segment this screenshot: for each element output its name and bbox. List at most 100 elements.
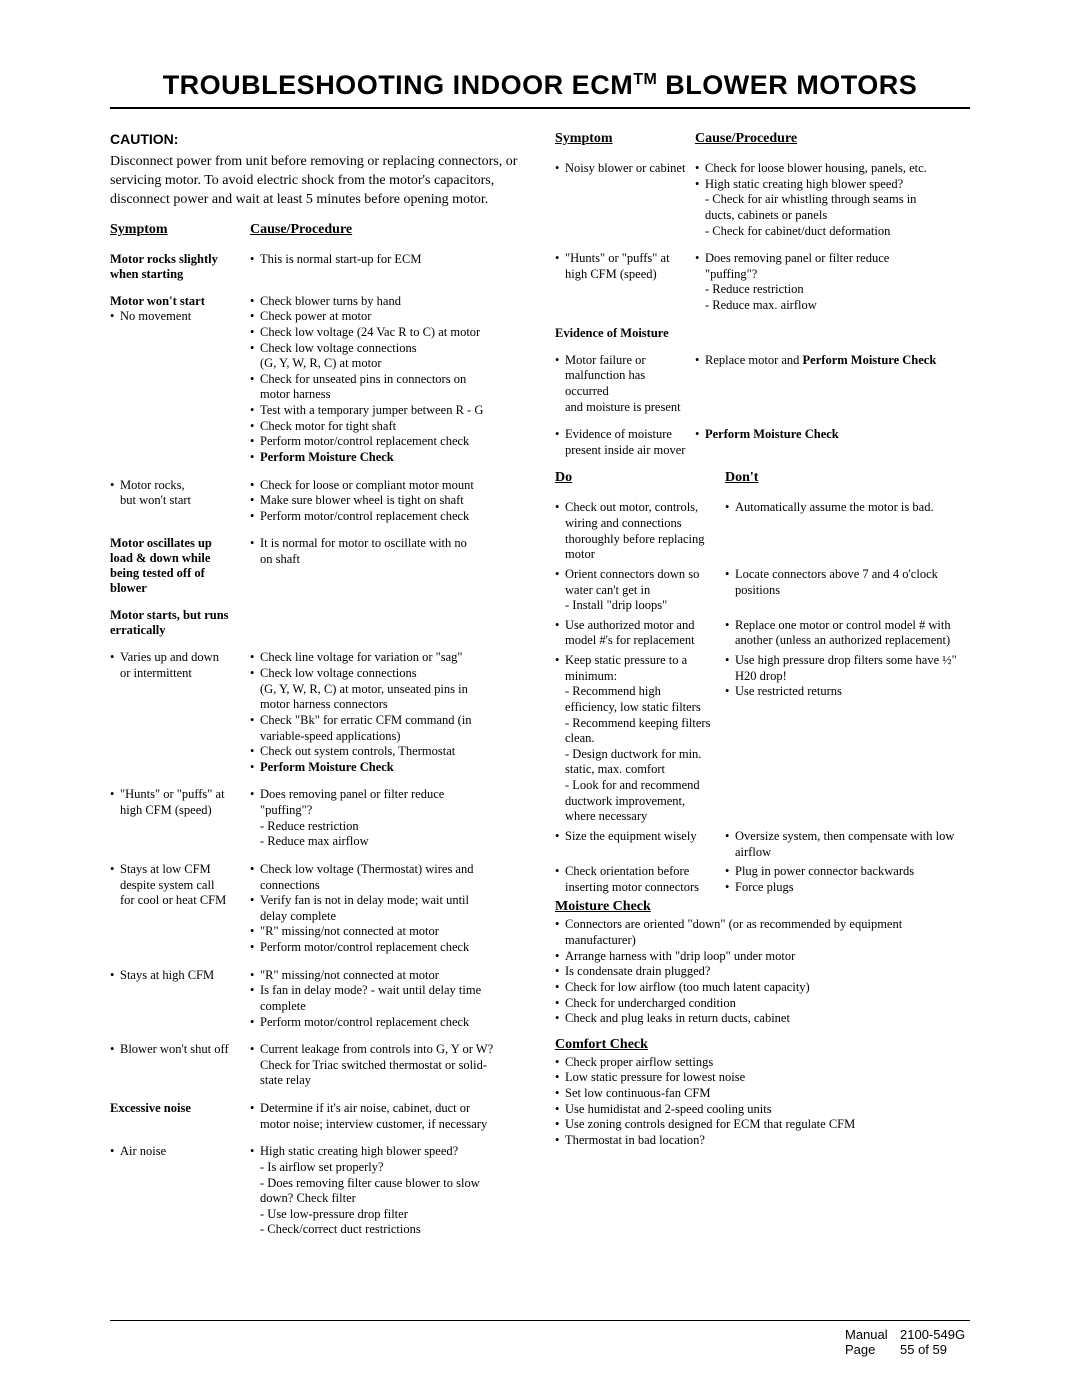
bullet-line: - Reduce max. airflow <box>695 298 970 314</box>
bullet-line: motor harness <box>250 387 525 403</box>
bullet-line: •Plug in power connector backwards <box>725 864 970 880</box>
bullet-line: •Check line voltage for variation or "sa… <box>250 650 525 666</box>
bullet-line: •Use high pressure drop filters some hav… <box>725 653 970 669</box>
bullet-line: •Does removing panel or filter reduce <box>250 787 525 803</box>
caution-text: Disconnect power from unit before removi… <box>110 153 525 210</box>
bullet-line: minimum: <box>555 669 717 685</box>
symptom-procedure-row: •Evidence of moisturepresent inside air … <box>555 427 970 458</box>
bullet-line: state relay <box>250 1073 525 1089</box>
left-header-row: Symptom Cause/Procedure <box>110 222 525 240</box>
bullet-line: - Recommend keeping filters <box>555 716 717 732</box>
bullet-line: •Replace one motor or control model # wi… <box>725 618 970 634</box>
do-dont-row: •Check out motor, controls,wiring and co… <box>555 500 970 563</box>
symptom-procedure-row: •Air noise •High static creating high blo… <box>110 1144 525 1238</box>
footer-page-value: 55 of 59 <box>900 1342 970 1357</box>
bullet-line: •Check for unseated pins in connectors o… <box>250 372 525 388</box>
bullet-line: •Does removing panel or filter reduce <box>695 251 970 267</box>
symptom-bold: Motor won't start <box>110 294 242 309</box>
page-footer: Manual2100-549G Page55 of 59 <box>110 1320 970 1357</box>
bullet-line: •Is condensate drain plugged? <box>555 964 970 980</box>
bullet-line: (G, Y, W, R, C) at motor, unseated pins … <box>250 682 525 698</box>
symptom-line: •Motor rocks, <box>110 478 242 494</box>
bullet-line: delay complete <box>250 909 525 925</box>
bullet-line: •Test with a temporary jumper between R … <box>250 403 525 419</box>
symptom-line: •Air noise <box>110 1144 242 1160</box>
content-columns: CAUTION: Disconnect power from unit befo… <box>110 131 970 1250</box>
bullet-line: •"R" missing/not connected at motor <box>250 968 525 984</box>
right-header-row: Symptom Cause/Procedure <box>555 131 970 149</box>
symptom-procedure-row: Motor rocks slightly when starting•This … <box>110 252 525 282</box>
bullet-line: variable-speed applications) <box>250 729 525 745</box>
bullet-line: - Check for cabinet/duct deformation <box>695 224 970 240</box>
symptom-line: •Noisy blower or cabinet <box>555 161 687 177</box>
symptom-line: for cool or heat CFM <box>110 893 242 909</box>
symptom-line: •Evidence of moisture <box>555 427 687 443</box>
symptom-header-right: Symptom <box>555 131 695 147</box>
symptom-line: high CFM (speed) <box>110 803 242 819</box>
bullet-line: •Determine if it's air noise, cabinet, d… <box>250 1101 525 1117</box>
bullet-line: - Install "drip loops" <box>555 598 717 614</box>
bullet-line: complete <box>250 999 525 1015</box>
symptom-line: •Blower won't shut off <box>110 1042 242 1058</box>
bullet-line: where necessary <box>555 809 717 825</box>
symptom-line: despite system call <box>110 878 242 894</box>
right-column: Symptom Cause/Procedure •Noisy blower or… <box>555 131 970 1250</box>
bullet-line: •Check proper airflow settings <box>555 1055 970 1071</box>
bullet-line: •It is normal for motor to oscillate wit… <box>250 536 525 552</box>
symptom-procedure-row: Motor starts, but runs erratically <box>110 608 525 638</box>
symptom-procedure-row: •Motor rocks,but won't start•Check for l… <box>110 478 525 525</box>
symptom-line: •No movement <box>110 309 242 325</box>
bullet-line: •Thermostat in bad location? <box>555 1133 970 1149</box>
bullet-line: •Is fan in delay mode? - wait until dela… <box>250 983 525 999</box>
bullet-line: manufacturer) <box>555 933 970 949</box>
bullet-line: model #'s for replacement <box>555 633 717 649</box>
symptom-header-left: Symptom <box>110 222 250 238</box>
footer-manual-value: 2100-549G <box>900 1327 970 1342</box>
symptom-procedure-row: Evidence of Moisture <box>555 326 970 341</box>
do-dont-row: •Check orientation beforeinserting motor… <box>555 864 970 895</box>
bullet-line: •Size the equipment wisely <box>555 829 717 845</box>
caution-heading: CAUTION: <box>110 131 525 147</box>
symptom-line: •Stays at high CFM <box>110 968 242 984</box>
symptom-procedure-row: Motor oscillates upload & down while bei… <box>110 536 525 596</box>
bullet-line: •Check power at motor <box>250 309 525 325</box>
bullet-line: thoroughly before replacing <box>555 532 717 548</box>
bullet-line: inserting motor connectors <box>555 880 717 896</box>
bullet-line: •"R" missing/not connected at motor <box>250 924 525 940</box>
bullet-line: - Check/correct duct restrictions <box>250 1222 525 1238</box>
symptom-bold: Excessive noise <box>110 1101 242 1116</box>
bullet-line: •Check out system controls, Thermostat <box>250 744 525 760</box>
symptom-procedure-row: •"Hunts" or "puffs" athigh CFM (speed)•D… <box>110 787 525 850</box>
bullet-line: ducts, cabinets or panels <box>695 208 970 224</box>
symptom-line: •Motor failure or <box>555 353 687 369</box>
bullet-line: down? Check filter <box>250 1191 525 1207</box>
do-dont-row: •Orient connectors down sowater can't ge… <box>555 567 970 614</box>
bullet-line: •Oversize system, then compensate with l… <box>725 829 970 845</box>
bullet-line: •Automatically assume the motor is bad. <box>725 500 970 516</box>
symptom-procedure-row: •Motor failure ormalfunction has occurre… <box>555 353 970 416</box>
bullet-line: •Use humidistat and 2-speed cooling unit… <box>555 1102 970 1118</box>
bullet-line: •High static creating high blower speed? <box>250 1144 525 1160</box>
moisture-check-header: Moisture Check <box>555 899 970 915</box>
bullet-line: motor noise; interview customer, if nece… <box>250 1117 525 1133</box>
bullet-line: clean. <box>555 731 717 747</box>
symptom-procedure-row: Motor won't start•No movement•Check blow… <box>110 294 525 466</box>
bullet-line: •Check low voltage (Thermostat) wires an… <box>250 862 525 878</box>
symptom-procedure-row: •Varies up and downor intermittent•Check… <box>110 650 525 775</box>
bullet-line: •High static creating high blower speed? <box>695 177 970 193</box>
bullet-line: •Check "Bk" for erratic CFM command (in <box>250 713 525 729</box>
symptom-bold: Motor rocks slightly when starting <box>110 252 242 282</box>
bullet-line: - Does removing filter cause blower to s… <box>250 1176 525 1192</box>
bullet-line: efficiency, low static filters <box>555 700 717 716</box>
dont-header: Don't <box>725 470 970 486</box>
bullet-line: - Reduce restriction <box>250 819 525 835</box>
bullet-line: •Check for loose blower housing, panels,… <box>695 161 970 177</box>
title-pre: TROUBLESHOOTING INDOOR ECM <box>163 70 634 100</box>
symptom-procedure-row: Excessive noise •Determine if it's air no… <box>110 1101 525 1132</box>
bullet-line: •Check and plug leaks in return ducts, c… <box>555 1011 970 1027</box>
bullet-line: •Locate connectors above 7 and 4 o'clock <box>725 567 970 583</box>
bullet-line: ductwork improvement, <box>555 794 717 810</box>
bullet-line: - Design ductwork for min. <box>555 747 717 763</box>
symptom-procedure-row: •"Hunts" or "puffs" athigh CFM (speed)•D… <box>555 251 970 314</box>
symptom-line: •Stays at low CFM <box>110 862 242 878</box>
